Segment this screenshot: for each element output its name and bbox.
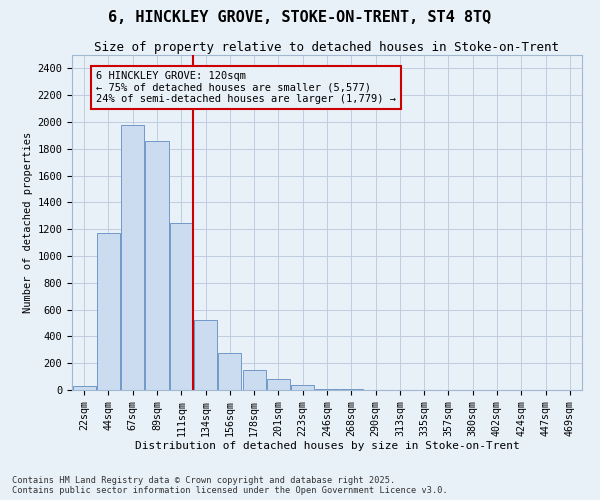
Bar — [194, 320, 217, 390]
Bar — [121, 126, 144, 390]
X-axis label: Distribution of detached houses by size in Stoke-on-Trent: Distribution of detached houses by size … — [134, 442, 520, 452]
Bar — [170, 222, 193, 390]
Bar — [73, 386, 95, 390]
Bar — [291, 384, 314, 390]
Bar — [267, 378, 290, 390]
Text: 6 HINCKLEY GROVE: 120sqm
← 75% of detached houses are smaller (5,577)
24% of sem: 6 HINCKLEY GROVE: 120sqm ← 75% of detach… — [96, 71, 396, 104]
Bar — [218, 353, 241, 390]
Bar — [242, 370, 266, 390]
Text: 6, HINCKLEY GROVE, STOKE-ON-TRENT, ST4 8TQ: 6, HINCKLEY GROVE, STOKE-ON-TRENT, ST4 8… — [109, 10, 491, 25]
Bar — [97, 232, 120, 390]
Title: Size of property relative to detached houses in Stoke-on-Trent: Size of property relative to detached ho… — [95, 41, 560, 54]
Text: Contains HM Land Registry data © Crown copyright and database right 2025.
Contai: Contains HM Land Registry data © Crown c… — [12, 476, 448, 495]
Bar — [316, 388, 338, 390]
Y-axis label: Number of detached properties: Number of detached properties — [23, 132, 33, 313]
Bar — [145, 141, 169, 390]
